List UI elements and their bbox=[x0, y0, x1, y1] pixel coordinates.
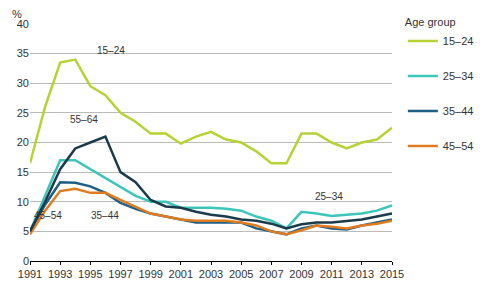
svg-text:1995: 1995 bbox=[78, 268, 102, 280]
svg-text:1991: 1991 bbox=[18, 268, 42, 280]
svg-text:15: 15 bbox=[17, 166, 29, 178]
svg-text:2009: 2009 bbox=[289, 268, 313, 280]
svg-text:2011: 2011 bbox=[320, 268, 344, 280]
svg-text:15–24: 15–24 bbox=[443, 35, 474, 47]
svg-text:55–64: 55–64 bbox=[70, 114, 98, 125]
svg-text:5: 5 bbox=[23, 225, 29, 237]
svg-text:1999: 1999 bbox=[138, 268, 162, 280]
svg-text:25–34: 25–34 bbox=[315, 191, 343, 202]
svg-text:35: 35 bbox=[17, 47, 29, 59]
svg-text:45–54: 45–54 bbox=[443, 140, 474, 152]
svg-text:20: 20 bbox=[17, 136, 29, 148]
svg-text:2007: 2007 bbox=[259, 268, 283, 280]
svg-text:2001: 2001 bbox=[169, 268, 193, 280]
svg-text:1997: 1997 bbox=[108, 268, 132, 280]
svg-text:Age group: Age group bbox=[405, 16, 456, 28]
svg-text:40: 40 bbox=[17, 18, 29, 30]
svg-text:1993: 1993 bbox=[48, 268, 72, 280]
svg-text:45–54: 45–54 bbox=[34, 210, 62, 221]
svg-text:0: 0 bbox=[23, 255, 29, 267]
svg-text:35–44: 35–44 bbox=[91, 210, 119, 221]
svg-text:2003: 2003 bbox=[199, 268, 223, 280]
svg-text:15–24: 15–24 bbox=[97, 45, 125, 56]
svg-text:2013: 2013 bbox=[350, 268, 374, 280]
svg-text:25–34: 25–34 bbox=[443, 70, 474, 82]
svg-text:35–44: 35–44 bbox=[443, 105, 474, 117]
svg-text:%: % bbox=[12, 8, 22, 20]
svg-text:25: 25 bbox=[17, 107, 29, 119]
svg-text:30: 30 bbox=[17, 77, 29, 89]
svg-text:10: 10 bbox=[17, 196, 29, 208]
svg-text:2005: 2005 bbox=[229, 268, 253, 280]
svg-text:2015: 2015 bbox=[380, 268, 404, 280]
